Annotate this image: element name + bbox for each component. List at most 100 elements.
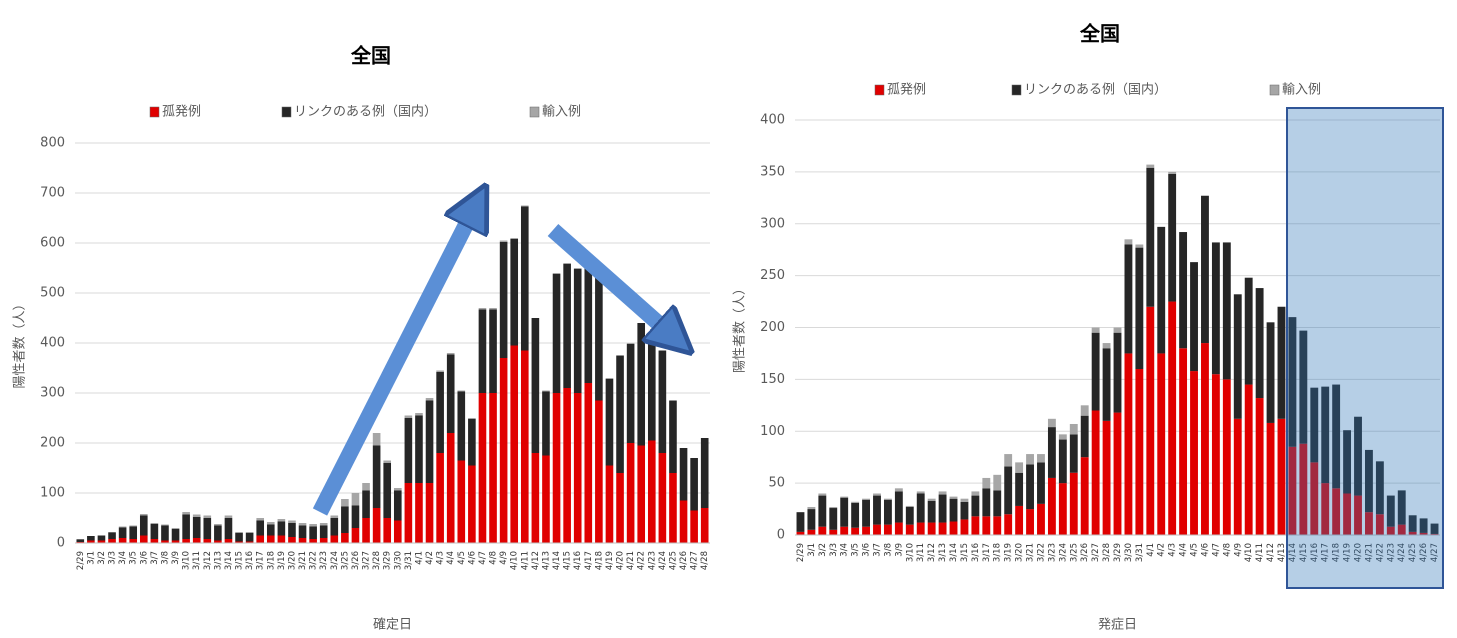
bar-segment xyxy=(1058,439,1067,484)
bar-segment xyxy=(372,433,381,446)
x-tick-label: 4/13 xyxy=(1277,543,1287,562)
bar-segment xyxy=(796,531,805,535)
x-tick-label: 4/11 xyxy=(520,551,530,570)
bar-segment xyxy=(1266,322,1275,423)
bar-segment xyxy=(1091,327,1100,333)
bar-segment xyxy=(658,350,667,453)
bar-segment xyxy=(542,391,550,456)
y-axis-title: 陽性者数（人） xyxy=(733,282,748,373)
bar-segment xyxy=(87,536,95,541)
x-tick-label: 3/7 xyxy=(150,551,160,565)
x-tick-label: 3/7 xyxy=(872,543,882,557)
x-tick-label: 4/20 xyxy=(1354,543,1364,562)
x-tick-label: 3/28 xyxy=(372,551,382,570)
bar-segment xyxy=(1124,239,1133,245)
bar-segment xyxy=(1211,374,1220,535)
x-tick-label: 3/22 xyxy=(309,551,319,570)
x-tick-label: 3/16 xyxy=(245,551,255,570)
bar-segment xyxy=(1026,464,1034,510)
bar-segment xyxy=(949,498,958,522)
bar-segment xyxy=(97,535,106,541)
bar-segment xyxy=(949,521,958,535)
bar-segment xyxy=(171,529,180,541)
x-tick-label: 3/4 xyxy=(118,551,128,565)
x-tick-label: 3/12 xyxy=(927,543,937,562)
x-tick-label: 3/5 xyxy=(851,543,861,557)
x-tick-label: 4/11 xyxy=(1255,543,1265,562)
bar-segment xyxy=(351,528,360,543)
bar-segment xyxy=(298,523,307,526)
bar-segment xyxy=(383,463,392,518)
x-tick-label: 4/6 xyxy=(1200,543,1210,557)
x-tick-label: 3/31 xyxy=(1135,543,1145,562)
bar-segment xyxy=(214,540,222,543)
bar-segment xyxy=(1058,434,1067,440)
bar-segment xyxy=(150,539,159,543)
x-tick-label: 4/26 xyxy=(1419,543,1429,562)
x-tick-label: 4/23 xyxy=(1386,543,1396,562)
bar-segment xyxy=(1015,472,1024,506)
bar-segment xyxy=(873,493,881,496)
bar-segment xyxy=(118,538,127,543)
x-tick-label: 3/27 xyxy=(362,551,372,570)
bar-segment xyxy=(840,526,849,535)
bar-segment xyxy=(605,378,614,379)
bar-segment xyxy=(1026,454,1034,465)
bar-segment xyxy=(1015,505,1024,535)
bar-segment xyxy=(203,539,212,543)
bar-segment xyxy=(404,415,413,418)
bar-segment xyxy=(1386,495,1395,527)
x-tick-label: 4/13 xyxy=(541,551,551,570)
bar-segment xyxy=(76,539,85,540)
bar-segment xyxy=(108,539,116,543)
bar-segment xyxy=(171,540,180,543)
bar-segment xyxy=(1069,472,1078,535)
x-tick-label: 3/1 xyxy=(86,551,96,565)
bar-segment xyxy=(415,413,423,416)
bar-segment xyxy=(1310,462,1319,535)
bar-segment xyxy=(637,445,646,543)
bar-segment xyxy=(542,390,550,392)
x-tick-label: 2/29 xyxy=(796,543,806,562)
bar-segment xyxy=(235,541,243,543)
y-tick-label: 100 xyxy=(40,486,65,501)
bar-segment xyxy=(1288,446,1297,535)
x-tick-label: 3/25 xyxy=(340,551,350,570)
bar-segment xyxy=(129,525,138,527)
bar-segment xyxy=(108,532,116,533)
x-tick-label: 3/3 xyxy=(829,543,839,557)
bar-segment xyxy=(87,540,95,543)
x-tick-label: 3/31 xyxy=(404,551,414,570)
bar-segment xyxy=(108,532,116,539)
bar-segment xyxy=(510,345,519,543)
bar-segment xyxy=(1386,526,1395,535)
x-tick-label: 4/8 xyxy=(1222,543,1232,557)
bar-segment xyxy=(894,488,903,492)
bar-segment xyxy=(415,483,423,543)
x-tick-label: 4/27 xyxy=(690,551,700,570)
x-tick-label: 3/25 xyxy=(1069,543,1079,562)
x-tick-label: 4/24 xyxy=(1397,543,1407,562)
bar-segment xyxy=(552,393,561,543)
y-axis-title: 陽性者数（人） xyxy=(13,297,28,388)
x-tick-label: 4/18 xyxy=(594,551,604,570)
bar-segment xyxy=(1124,244,1133,354)
bar-segment xyxy=(1419,532,1428,535)
bar-segment xyxy=(351,505,360,528)
bar-segment xyxy=(372,445,381,508)
bar-segment xyxy=(499,358,508,543)
bar-segment xyxy=(288,520,296,523)
x-tick-label: 3/22 xyxy=(1036,543,1046,562)
bar-segment xyxy=(807,509,816,530)
x-tick-label: 3/30 xyxy=(393,551,403,570)
y-tick-label: 100 xyxy=(760,424,785,439)
bar-segment xyxy=(993,516,1002,535)
x-tick-label: 4/4 xyxy=(1179,543,1189,557)
bar-segment xyxy=(1113,327,1122,333)
bar-segment xyxy=(1201,343,1209,535)
bar-segment xyxy=(1430,533,1439,535)
bar-segment xyxy=(478,308,487,310)
bar-segment xyxy=(468,418,476,419)
chart-title: 全国 xyxy=(1079,22,1120,46)
bar-segment xyxy=(1102,348,1111,421)
